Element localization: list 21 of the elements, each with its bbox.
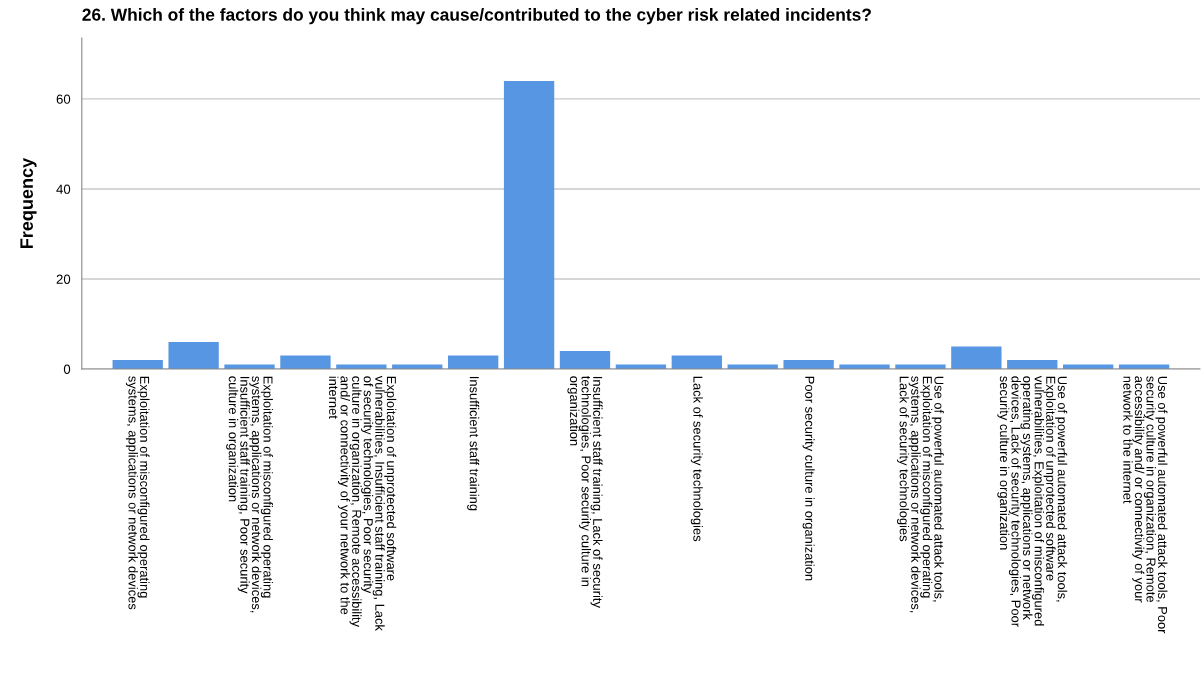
x-tick-label: Exploitation of misconfigured operating systems, applications or network devices, Insufficient staff training, Poor security culture in organization (226, 376, 273, 613)
x-tick-label: Poor security culture in organization (802, 376, 815, 581)
x-tick-label: Insufficient staff training (467, 376, 480, 511)
x-tick-label: Lack of security technologies (690, 376, 703, 542)
y-axis-title: Frequency (20, 158, 37, 249)
bar (280, 355, 331, 370)
x-tick-label: Exploitation of unprotected software vulnerabilities, Insufficient staff training, Lack of security technologies, Poor security culture in organization, Remote accessibility and/ or connectivity of your network to the internet (328, 375, 397, 631)
bar (503, 80, 555, 370)
y-tick-label: 40 (56, 184, 71, 194)
bar (783, 360, 834, 370)
chart-title: 26. Which of the factors do you think may cause/contributed to the cyber risk related incidents? (82, 8, 871, 25)
x-tick-label: Exploitation of misconfigured operating systems, applications or network devices (125, 376, 150, 610)
bar (168, 342, 219, 370)
x-tick-label: Insufficient staff training, Lack of security technologies, Poor security culture in organization (567, 375, 603, 608)
x-tick-label: Use of powerful automated attack tools, Exploitation of misconfigured operating systems, applications or network devices, Lack of security technologies (897, 376, 944, 613)
y-tick-label: 20 (56, 274, 71, 284)
bar (559, 351, 611, 370)
bar (951, 346, 1002, 370)
y-tick-label: 60 (56, 94, 71, 104)
y-tick-label: 0 (63, 364, 71, 374)
x-tick-label: Use of powerful automated attack tools, Poor security culture in organization, Remote accessibility and/ or connectivity of your network to the internet (1123, 376, 1168, 634)
